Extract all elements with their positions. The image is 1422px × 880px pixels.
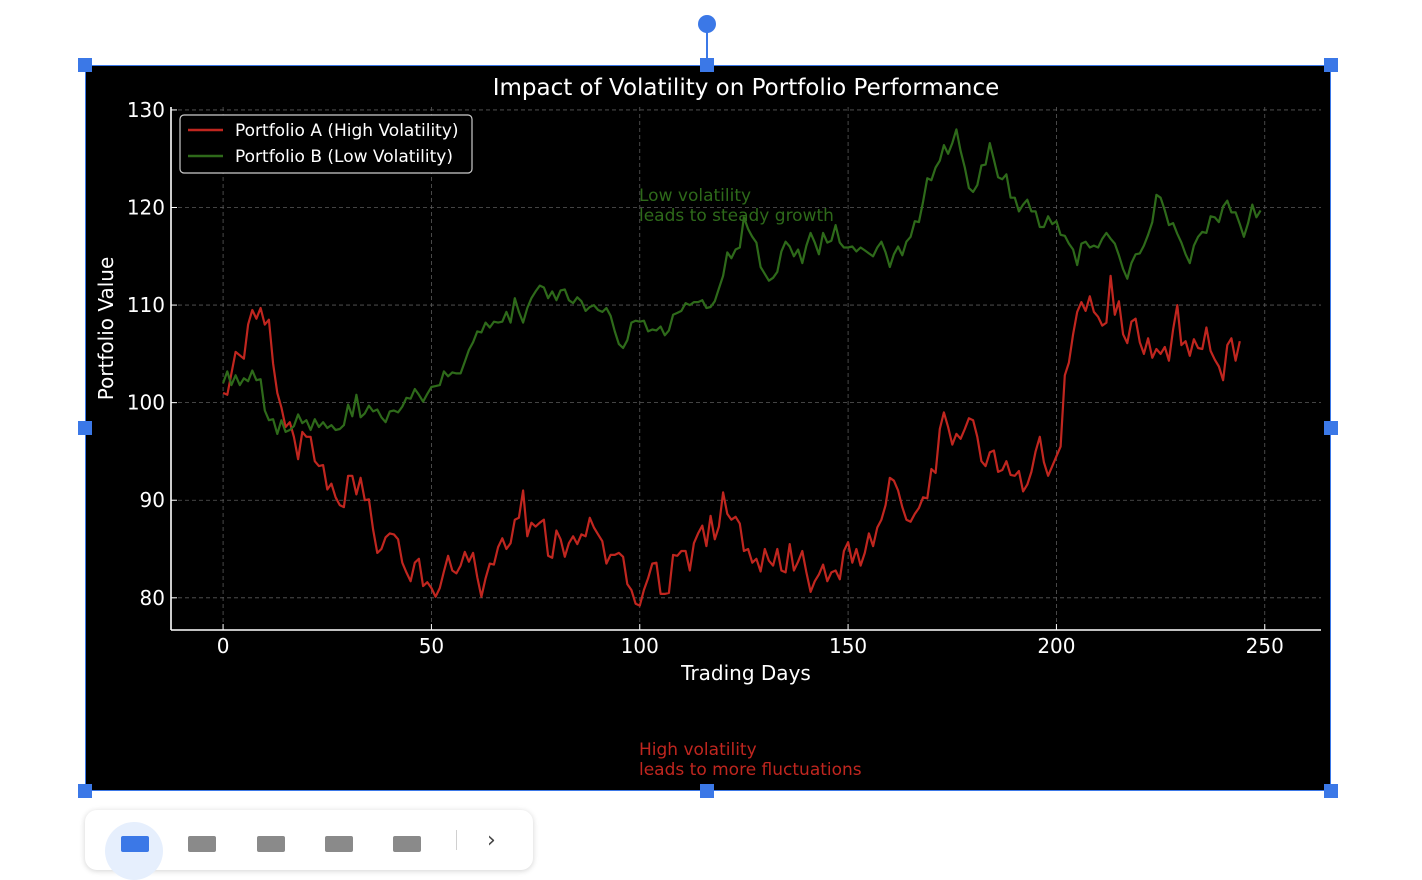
x-tick-label: 250 <box>1246 634 1284 658</box>
chart-title: Impact of Volatility on Portfolio Perfor… <box>493 75 1000 101</box>
resize-handle-top-right[interactable] <box>1324 58 1338 72</box>
resize-handle-right[interactable] <box>1324 421 1338 435</box>
resize-handle-bottom-right[interactable] <box>1324 784 1338 798</box>
x-tick-label: 150 <box>829 634 867 658</box>
resize-handle-bottom[interactable] <box>700 784 714 798</box>
annotation-high-line: High volatility <box>639 740 757 760</box>
legend-entry: Portfolio B (Low Volatility) <box>235 147 453 167</box>
y-tick-label: 120 <box>127 196 165 220</box>
resize-handle-bottom-left[interactable] <box>78 784 92 798</box>
series-line-b <box>222 128 1262 435</box>
annotation-low-line: Low volatility <box>639 186 751 206</box>
y-tick-label: 80 <box>140 586 165 610</box>
resize-handle-left[interactable] <box>78 421 92 435</box>
annotation-high-line: leads to more fluctuations <box>639 760 862 780</box>
x-tick-label: 200 <box>1037 634 1075 658</box>
rotate-handle[interactable] <box>698 15 716 33</box>
y-tick-label: 100 <box>127 391 165 415</box>
annotation-low-line: leads to steady growth <box>639 206 834 226</box>
y-tick-label: 110 <box>127 293 165 317</box>
legend-box <box>179 114 473 174</box>
series-line-a <box>222 274 1241 607</box>
align-icon[interactable] <box>257 836 285 852</box>
line-chart: 0 50 100 150 200 250 80 90 100 110 120 130 Impact of… <box>94 75 1321 780</box>
rotate-handle-stem <box>706 24 708 64</box>
format-icon[interactable] <box>393 836 421 852</box>
y-tick-label: 130 <box>127 98 165 122</box>
resize-handle-top[interactable] <box>700 58 714 72</box>
chart-type-icon <box>121 836 149 852</box>
y-tick-label: 90 <box>140 488 165 512</box>
x-tick-label: 100 <box>621 634 659 658</box>
chevron-right-icon[interactable]: › <box>487 828 496 853</box>
chart-toolbar: › <box>85 810 533 880</box>
layout-icon[interactable] <box>188 836 216 852</box>
x-tick-label: 0 <box>217 634 230 658</box>
legend-entry: Portfolio A (High Volatility) <box>235 121 459 141</box>
style-icon[interactable] <box>325 836 353 852</box>
x-axis-label: Trading Days <box>680 661 811 685</box>
chart-frame[interactable]: 0 50 100 150 200 250 80 90 100 110 120 130 Impact of… <box>85 65 1331 791</box>
x-tick-label: 50 <box>419 634 444 658</box>
resize-handle-top-left[interactable] <box>78 58 92 72</box>
y-axis-label: Portfolio Value <box>94 257 118 401</box>
toolbar-separator <box>456 830 457 850</box>
